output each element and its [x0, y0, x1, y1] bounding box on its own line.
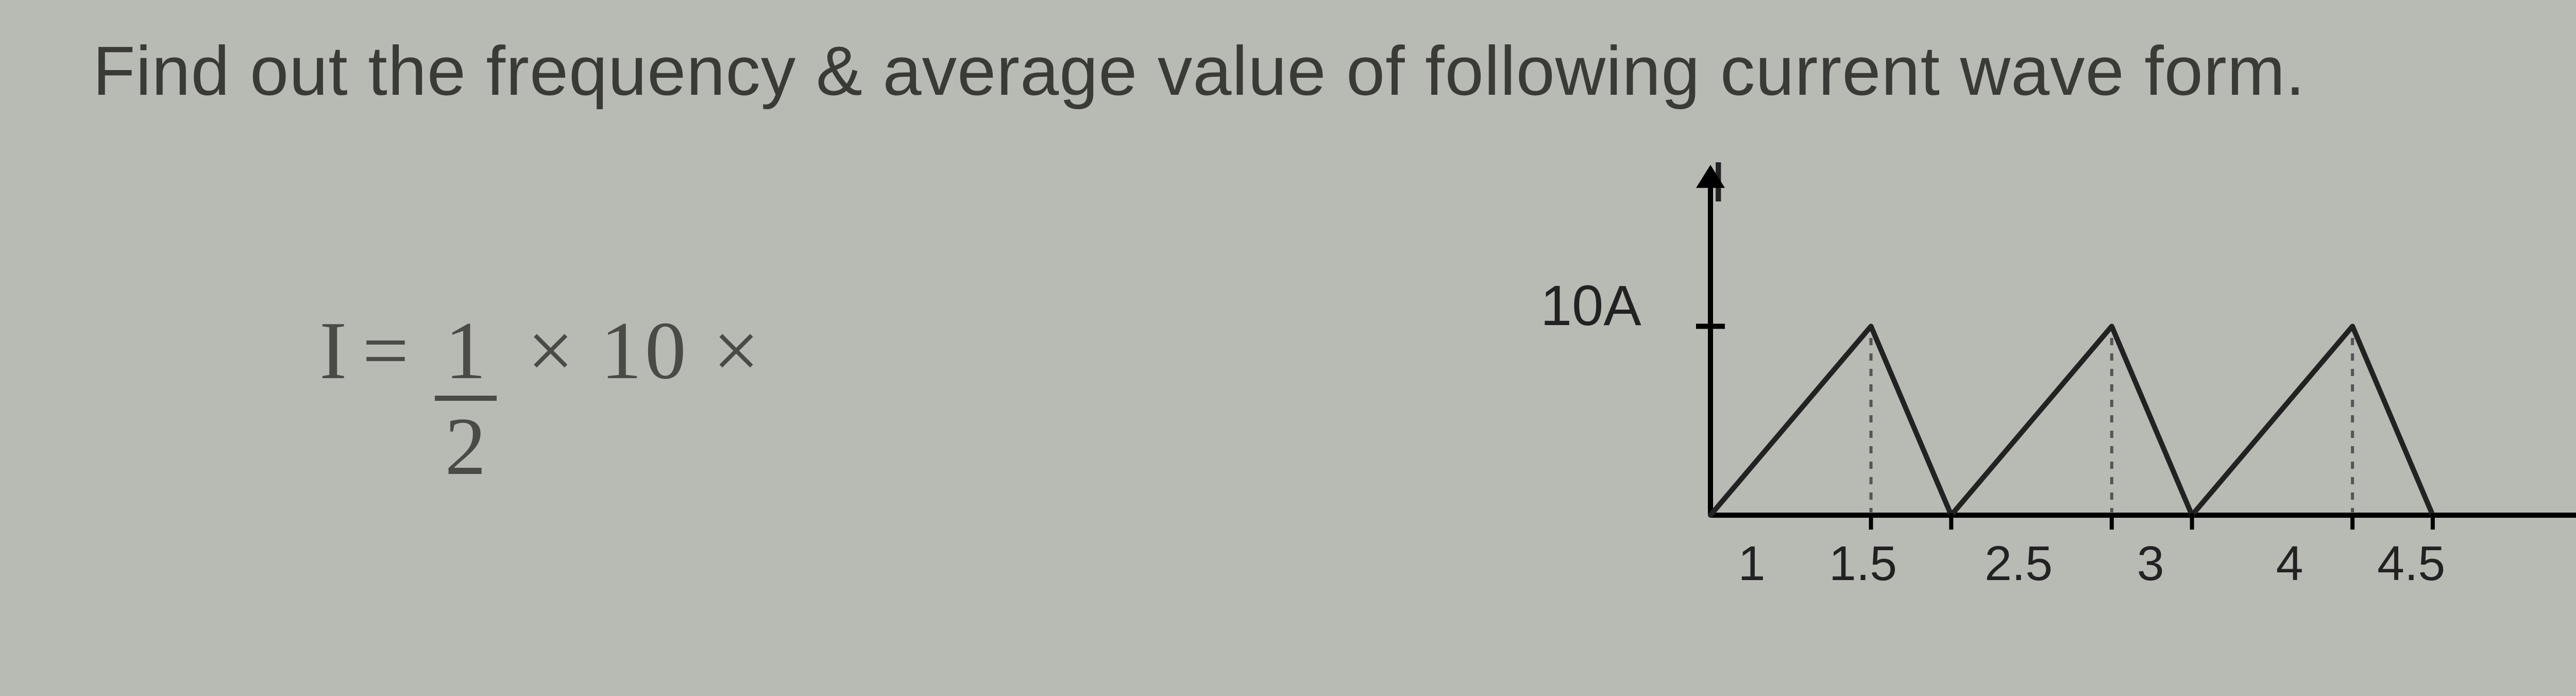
x-tick-3: 3: [2130, 536, 2171, 592]
x-tick-1: 1: [1731, 536, 1772, 592]
page-root: Find out the frequency & average value o…: [0, 0, 2576, 696]
x-tick-1.5: 1.5: [1829, 536, 1897, 592]
question-text: Find out the frequency & average value o…: [93, 31, 2306, 111]
hw-tail: × 10 ×: [528, 309, 762, 392]
hw-lhs: I: [319, 309, 347, 392]
x-tick-4.5: 4.5: [2377, 536, 2445, 592]
hw-fraction: 1 2: [435, 309, 497, 487]
hw-denominator: 2: [445, 401, 486, 487]
x-tick-4: 4: [2269, 536, 2310, 592]
hw-equals: =: [362, 309, 409, 392]
handwritten-work: I = 1 2 × 10 ×: [319, 309, 762, 487]
x-tick-2.5: 2.5: [1985, 536, 2053, 592]
x-tick-labels: 1 1.5 2.5 3 4 4.5: [1731, 536, 2445, 592]
hw-numerator: 1: [435, 309, 497, 401]
